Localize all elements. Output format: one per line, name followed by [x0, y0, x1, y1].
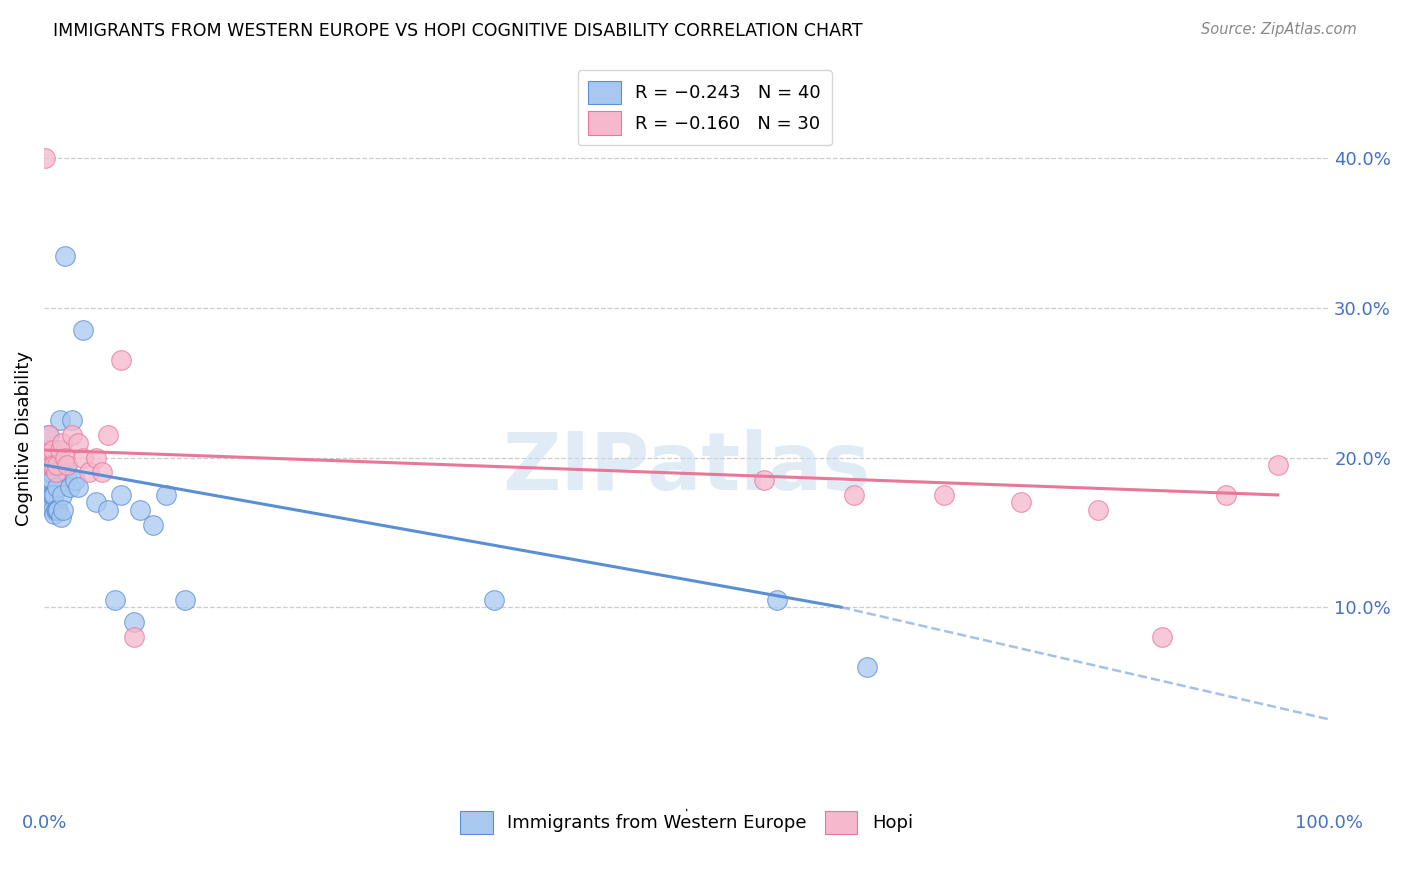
Point: [39, 466, 62, 480]
Point: [1215, 488, 1237, 502]
Point: [42, 443, 65, 458]
Point: [72, 450, 94, 465]
Point: [932, 488, 955, 502]
Point: [41, 458, 63, 472]
Point: [66, 435, 89, 450]
Point: [104, 592, 127, 607]
Point: [38, 428, 60, 442]
Point: [1267, 458, 1289, 472]
Point: [48, 443, 70, 458]
Point: [56, 466, 79, 480]
Text: ZIPatlas: ZIPatlas: [502, 429, 870, 508]
Point: [53, 450, 76, 465]
Point: [41, 488, 63, 502]
Legend: Immigrants from Western Europe, Hopi: Immigrants from Western Europe, Hopi: [450, 800, 924, 845]
Point: [38, 473, 60, 487]
Point: [46, 458, 69, 472]
Point: [41, 473, 63, 487]
Point: [77, 466, 100, 480]
Point: [174, 592, 197, 607]
Point: [56, 458, 79, 472]
Point: [59, 480, 82, 494]
Point: [482, 592, 505, 607]
Point: [63, 473, 86, 487]
Point: [97, 428, 120, 442]
Point: [110, 488, 132, 502]
Point: [49, 510, 72, 524]
Point: [765, 592, 787, 607]
Point: [122, 615, 145, 629]
Point: [48, 413, 70, 427]
Point: [46, 503, 69, 517]
Point: [44, 508, 66, 522]
Point: [46, 503, 69, 517]
Point: [39, 495, 62, 509]
Point: [84, 450, 107, 465]
Point: [97, 503, 120, 517]
Point: [91, 466, 114, 480]
Point: [110, 353, 132, 368]
Point: [1010, 495, 1032, 509]
Point: [142, 517, 165, 532]
Point: [155, 488, 177, 502]
Point: [1087, 503, 1109, 517]
Text: Source: ZipAtlas.com: Source: ZipAtlas.com: [1201, 22, 1357, 37]
Point: [42, 488, 65, 502]
Point: [752, 473, 775, 487]
Point: [1152, 630, 1174, 644]
Point: [45, 503, 67, 517]
Point: [60, 413, 83, 427]
Y-axis label: Cognitive Disability: Cognitive Disability: [15, 351, 32, 526]
Text: IMMIGRANTS FROM WESTERN EUROPE VS HOPI COGNITIVE DISABILITY CORRELATION CHART: IMMIGRANTS FROM WESTERN EUROPE VS HOPI C…: [53, 22, 863, 40]
Point: [37, 466, 59, 480]
Point: [42, 503, 65, 517]
Point: [129, 503, 152, 517]
Point: [34, 151, 56, 165]
Point: [842, 488, 865, 502]
Point: [72, 323, 94, 337]
Point: [44, 488, 66, 502]
Point: [39, 458, 62, 472]
Point: [37, 443, 59, 458]
Point: [855, 660, 877, 674]
Point: [51, 488, 73, 502]
Point: [46, 480, 69, 494]
Point: [122, 630, 145, 644]
Point: [44, 458, 66, 472]
Point: [45, 466, 67, 480]
Point: [52, 503, 75, 517]
Point: [84, 495, 107, 509]
Point: [37, 428, 59, 442]
Point: [60, 428, 83, 442]
Point: [53, 248, 76, 262]
Point: [38, 488, 60, 502]
Point: [66, 480, 89, 494]
Point: [51, 435, 73, 450]
Point: [35, 458, 58, 472]
